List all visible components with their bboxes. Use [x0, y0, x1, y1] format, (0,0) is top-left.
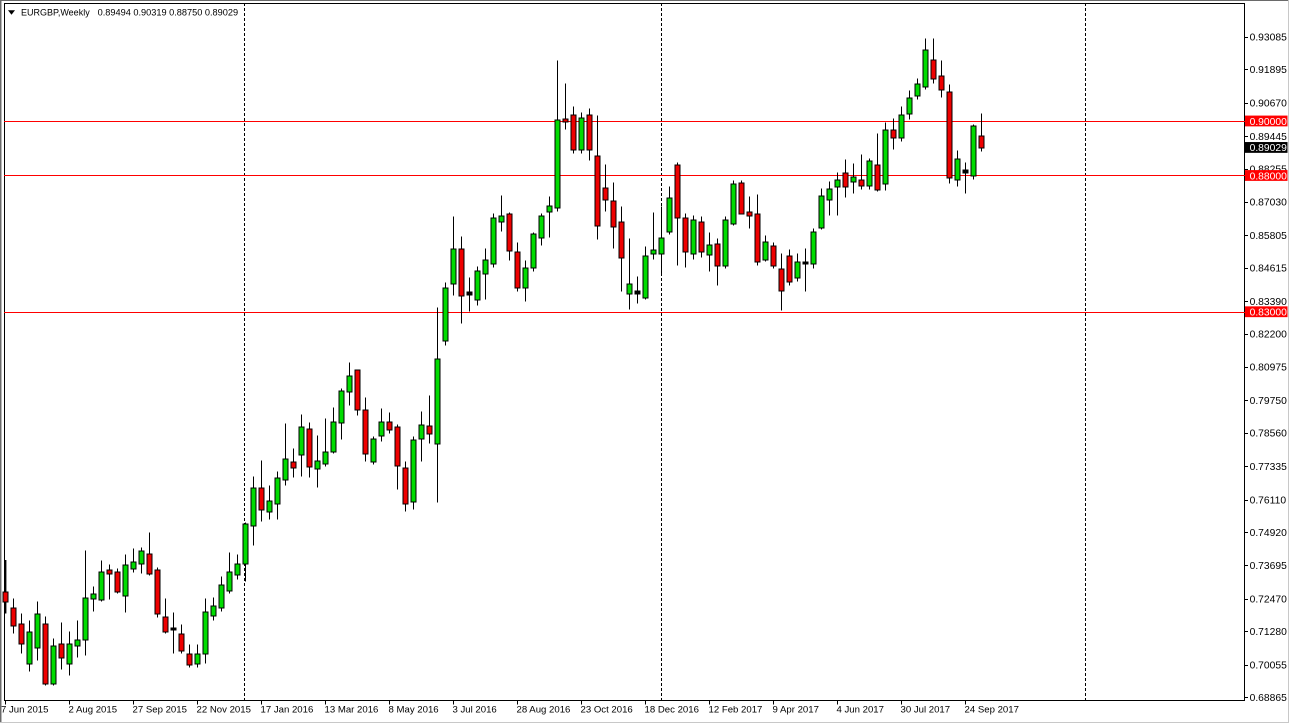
svg-text:0.83390: 0.83390 — [1250, 297, 1287, 308]
svg-text:23 Oct 2016: 23 Oct 2016 — [581, 705, 633, 716]
svg-text:4 Jun 2017: 4 Jun 2017 — [837, 705, 884, 716]
svg-text:0.85805: 0.85805 — [1250, 231, 1287, 242]
svg-text:30 Jul 2017: 30 Jul 2017 — [901, 705, 951, 716]
svg-text:24 Sep 2017: 24 Sep 2017 — [965, 705, 1019, 716]
svg-text:0.82200: 0.82200 — [1250, 329, 1287, 340]
svg-text:0.72470: 0.72470 — [1250, 595, 1287, 606]
svg-text:0.80975: 0.80975 — [1250, 363, 1287, 374]
svg-text:0.90000: 0.90000 — [1250, 117, 1287, 128]
svg-text:0.71280: 0.71280 — [1250, 627, 1287, 638]
svg-text:12 Feb 2017: 12 Feb 2017 — [709, 705, 763, 716]
svg-text:27 Sep 2015: 27 Sep 2015 — [133, 705, 187, 716]
svg-text:0.83000: 0.83000 — [1250, 308, 1287, 319]
svg-text:9 Apr 2017: 9 Apr 2017 — [773, 705, 819, 716]
svg-text:8 May 2016: 8 May 2016 — [389, 705, 439, 716]
svg-text:3 Jul 2016: 3 Jul 2016 — [453, 705, 497, 716]
svg-text:0.73695: 0.73695 — [1250, 561, 1287, 572]
svg-text:0.70055: 0.70055 — [1250, 660, 1287, 671]
svg-text:28 Aug 2016: 28 Aug 2016 — [517, 705, 571, 716]
svg-text:0.88255: 0.88255 — [1250, 164, 1287, 175]
svg-text:0.88000: 0.88000 — [1250, 171, 1287, 182]
svg-text:0.87030: 0.87030 — [1250, 198, 1287, 209]
svg-text:0.89494 0.90319 0.88750 0.8902: 0.89494 0.90319 0.88750 0.89029 — [98, 8, 239, 18]
svg-text:0.77335: 0.77335 — [1250, 462, 1287, 473]
svg-text:2 Aug 2015: 2 Aug 2015 — [69, 705, 118, 716]
svg-text:22 Nov 2015: 22 Nov 2015 — [197, 705, 251, 716]
svg-text:0.91895: 0.91895 — [1250, 65, 1287, 76]
svg-text:0.79750: 0.79750 — [1250, 396, 1287, 407]
svg-text:EURGBP,Weekly: EURGBP,Weekly — [21, 8, 90, 18]
svg-text:0.93085: 0.93085 — [1250, 33, 1287, 44]
svg-text:7 Jun 2015: 7 Jun 2015 — [1, 705, 48, 716]
svg-text:0.90670: 0.90670 — [1250, 99, 1287, 110]
svg-text:0.68865: 0.68865 — [1250, 693, 1287, 704]
svg-text:0.84615: 0.84615 — [1250, 264, 1287, 275]
svg-text:0.89445: 0.89445 — [1250, 132, 1287, 143]
svg-text:0.74920: 0.74920 — [1250, 528, 1287, 539]
svg-text:0.76110: 0.76110 — [1250, 495, 1287, 506]
svg-text:13 Mar 2016: 13 Mar 2016 — [325, 705, 379, 716]
svg-text:0.78560: 0.78560 — [1250, 429, 1287, 440]
svg-text:17 Jan 2016: 17 Jan 2016 — [261, 705, 314, 716]
svg-text:0.89029: 0.89029 — [1250, 143, 1287, 154]
svg-text:18 Dec 2016: 18 Dec 2016 — [645, 705, 699, 716]
